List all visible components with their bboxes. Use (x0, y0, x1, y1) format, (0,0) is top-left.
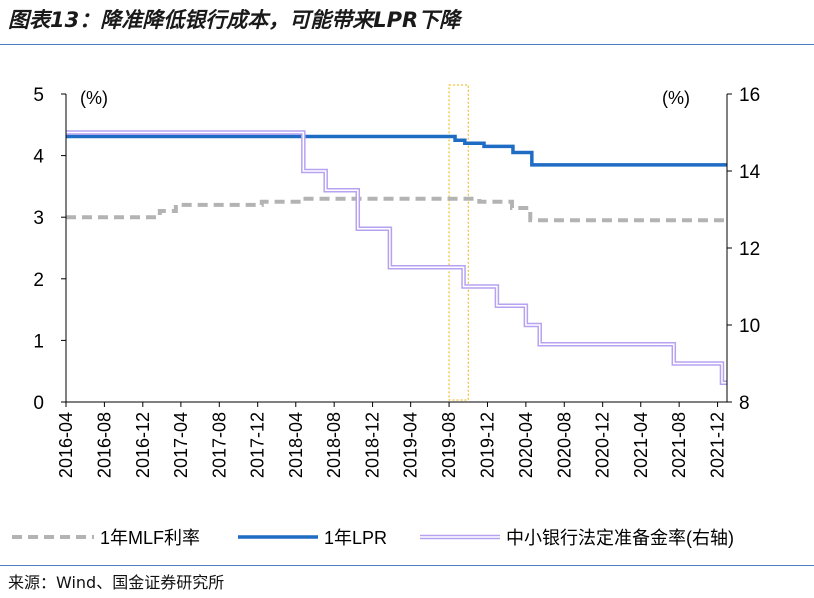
legend-label-2: 1年LPR (324, 528, 387, 548)
source-divider (0, 565, 814, 566)
source-note: 来源：Wind、国金证券研究所 (8, 573, 225, 592)
x-tick-label: 2019-12 (477, 412, 497, 478)
legend-label-1: 1年MLF利率 (100, 528, 200, 548)
y-left-axis-label: (%) (80, 88, 108, 108)
series-line-3-inner (66, 131, 727, 384)
y-left-tick-label: 1 (33, 331, 44, 352)
x-tick-label: 2020-08 (554, 412, 574, 478)
series-line-2 (66, 134, 727, 167)
x-tick-label: 2019-08 (439, 412, 459, 478)
y-left-tick-label: 2 (33, 270, 44, 291)
x-tick-label: 2017-04 (171, 412, 191, 478)
highlight-box (448, 84, 469, 401)
y-right-tick-label: 10 (739, 316, 760, 337)
x-tick-label: 2021-04 (631, 412, 651, 478)
series-layer (66, 130, 727, 385)
figure-title: 图表13：降准降低银行成本，可能带来LPR下降 (8, 8, 461, 32)
y-right-tick-label: 8 (739, 393, 750, 414)
x-tick-label: 2018-04 (286, 412, 306, 478)
x-tick-label: 2020-04 (516, 412, 536, 478)
x-tick-label: 2016-08 (94, 412, 114, 478)
series-line-3 (66, 130, 727, 385)
x-tick-label: 2016-04 (56, 412, 76, 478)
legend: 1年MLF利率 1年LPR 中小银行法定准备金率(右轴) (12, 528, 734, 548)
series-line-1 (66, 196, 727, 223)
x-tick-label: 2018-08 (324, 412, 344, 478)
legend-label-3: 中小银行法定准备金率(右轴) (506, 528, 734, 548)
y-left-tick-label: 3 (33, 208, 44, 229)
y-right-tick-label: 14 (739, 162, 761, 183)
x-tick-label: 2021-12 (708, 412, 728, 478)
y-right-tick-label: 12 (739, 239, 760, 260)
y-right-tick-label: 16 (739, 85, 760, 106)
x-tick-label: 2018-12 (363, 412, 383, 478)
x-tick-label: 2020-12 (593, 412, 613, 478)
y-left-tick-label: 4 (33, 147, 44, 168)
highlight-layer (448, 84, 469, 401)
x-tick-label: 2016-12 (133, 412, 153, 478)
x-tick-label: 2021-08 (669, 412, 689, 478)
y-right-axis-label: (%) (662, 88, 690, 108)
title-divider (0, 44, 814, 45)
x-tick-label: 2017-12 (248, 412, 268, 478)
x-tick-label: 2017-08 (209, 412, 229, 478)
x-tick-label: 2019-04 (401, 412, 421, 478)
y-left-tick-label: 5 (33, 85, 44, 106)
y-left-tick-label: 0 (33, 393, 44, 414)
